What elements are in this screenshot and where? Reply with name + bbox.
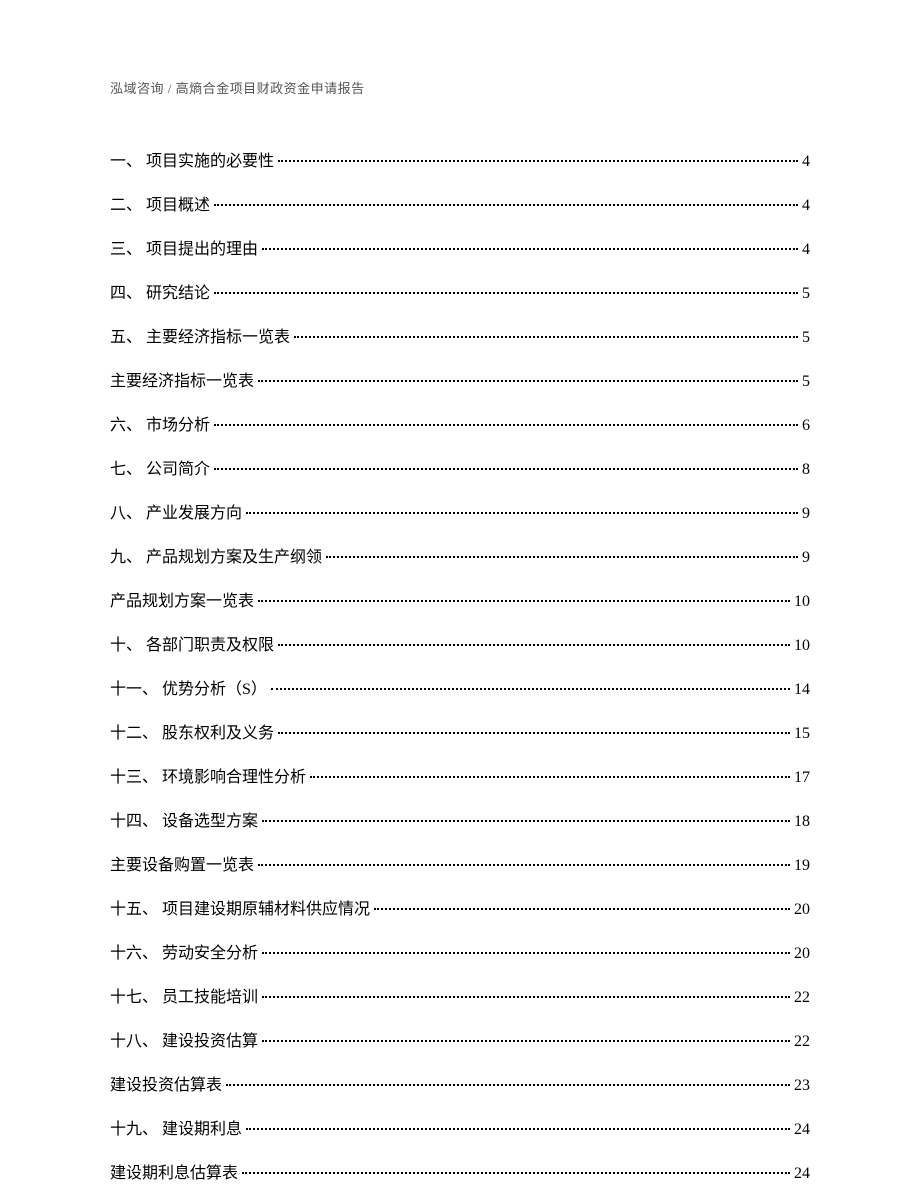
- toc-item-title: 建设投资估算表: [110, 1071, 222, 1095]
- toc-dots-leader: [214, 424, 798, 426]
- toc-dots-leader: [326, 556, 798, 558]
- toc-item-title: 三、 项目提出的理由: [110, 235, 258, 259]
- toc-item-title: 六、 市场分析: [110, 411, 210, 435]
- toc-item-title: 主要设备购置一览表: [110, 851, 254, 875]
- toc-item-title: 八、 产业发展方向: [110, 499, 242, 523]
- toc-item-title: 十九、 建设期利息: [110, 1115, 242, 1139]
- toc-item-page: 10: [794, 637, 810, 655]
- toc-item: 十一、 优势分析（S） 14: [110, 675, 810, 699]
- toc-item-page: 8: [802, 461, 810, 479]
- toc-item-title: 二、 项目概述: [110, 191, 210, 215]
- toc-item: 二、 项目概述 4: [110, 191, 810, 215]
- toc-item-title: 产品规划方案一览表: [110, 587, 254, 611]
- table-of-contents: 一、 项目实施的必要性4二、 项目概述4三、 项目提出的理由4四、 研究结论5五…: [110, 147, 810, 1183]
- toc-item-page: 6: [802, 417, 810, 435]
- toc-item-title: 主要经济指标一览表: [110, 367, 254, 391]
- toc-item: 建设期利息估算表 24: [110, 1159, 810, 1183]
- toc-dots-leader: [226, 1084, 790, 1086]
- toc-item-page: 24: [794, 1165, 810, 1183]
- toc-item-title: 十二、 股东权利及义务: [110, 719, 274, 743]
- toc-item-page: 10: [794, 593, 810, 611]
- toc-item-title: 十一、 优势分析（S）: [110, 675, 267, 699]
- toc-item: 六、 市场分析 6: [110, 411, 810, 435]
- toc-item-page: 14: [794, 681, 810, 699]
- toc-item-title: 建设期利息估算表: [110, 1159, 238, 1183]
- toc-item: 十二、 股东权利及义务 15: [110, 719, 810, 743]
- toc-dots-leader: [214, 204, 798, 206]
- toc-item-title: 十七、 员工技能培训: [110, 983, 258, 1007]
- toc-item-page: 24: [794, 1121, 810, 1139]
- toc-item: 十五、 项目建设期原辅材料供应情况 20: [110, 895, 810, 919]
- toc-dots-leader: [262, 1040, 790, 1042]
- toc-item-page: 18: [794, 813, 810, 831]
- toc-dots-leader: [271, 688, 790, 690]
- toc-dots-leader: [262, 952, 790, 954]
- toc-item-page: 5: [802, 373, 810, 391]
- toc-dots-leader: [278, 732, 790, 734]
- toc-item-page: 5: [802, 329, 810, 347]
- toc-item: 八、 产业发展方向 9: [110, 499, 810, 523]
- toc-item-page: 17: [794, 769, 810, 787]
- toc-item: 五、 主要经济指标一览表 5: [110, 323, 810, 347]
- toc-item: 十四、 设备选型方案 18: [110, 807, 810, 831]
- toc-item: 十八、 建设投资估算 22: [110, 1027, 810, 1051]
- toc-item: 一、 项目实施的必要性 4: [110, 147, 810, 171]
- toc-item-title: 十四、 设备选型方案: [110, 807, 258, 831]
- toc-item-title: 十五、 项目建设期原辅材料供应情况: [110, 895, 370, 919]
- toc-item-title: 七、 公司简介: [110, 455, 210, 479]
- toc-dots-leader: [214, 292, 798, 294]
- toc-dots-leader: [374, 908, 790, 910]
- toc-dots-leader: [214, 468, 798, 470]
- toc-item-title: 九、 产品规划方案及生产纲领: [110, 543, 322, 567]
- toc-item-title: 十八、 建设投资估算: [110, 1027, 258, 1051]
- toc-dots-leader: [258, 600, 790, 602]
- toc-item: 七、 公司简介 8: [110, 455, 810, 479]
- toc-dots-leader: [258, 380, 798, 382]
- toc-item-title: 十、 各部门职责及权限: [110, 631, 274, 655]
- page-header: 泓域咨询 / 高熵合金项目财政资金申请报告: [110, 78, 810, 97]
- toc-item: 主要设备购置一览表 19: [110, 851, 810, 875]
- toc-item-page: 20: [794, 901, 810, 919]
- toc-dots-leader: [246, 1128, 790, 1130]
- toc-item: 三、 项目提出的理由 4: [110, 235, 810, 259]
- toc-item-page: 4: [802, 241, 810, 259]
- toc-item-title: 四、 研究结论: [110, 279, 210, 303]
- toc-item: 十六、 劳动安全分析 20: [110, 939, 810, 963]
- toc-item: 十七、 员工技能培训 22: [110, 983, 810, 1007]
- toc-dots-leader: [262, 820, 790, 822]
- toc-dots-leader: [262, 996, 790, 998]
- document-page: 泓域咨询 / 高熵合金项目财政资金申请报告 一、 项目实施的必要性4二、 项目概…: [0, 0, 920, 1183]
- toc-item-page: 15: [794, 725, 810, 743]
- toc-dots-leader: [258, 864, 790, 866]
- toc-item-title: 五、 主要经济指标一览表: [110, 323, 290, 347]
- toc-dots-leader: [278, 644, 790, 646]
- toc-item-title: 十六、 劳动安全分析: [110, 939, 258, 963]
- toc-item: 十九、 建设期利息 24: [110, 1115, 810, 1139]
- toc-item-page: 23: [794, 1077, 810, 1095]
- toc-dots-leader: [246, 512, 798, 514]
- toc-item: 十三、 环境影响合理性分析 17: [110, 763, 810, 787]
- toc-item-page: 9: [802, 549, 810, 567]
- toc-item: 产品规划方案一览表 10: [110, 587, 810, 611]
- toc-dots-leader: [242, 1172, 790, 1174]
- toc-item-page: 4: [802, 197, 810, 215]
- toc-item-page: 20: [794, 945, 810, 963]
- toc-item: 九、 产品规划方案及生产纲领 9: [110, 543, 810, 567]
- toc-dots-leader: [262, 248, 798, 250]
- toc-dots-leader: [294, 336, 798, 338]
- toc-dots-leader: [278, 160, 798, 162]
- toc-item: 四、 研究结论 5: [110, 279, 810, 303]
- toc-item: 十、 各部门职责及权限 10: [110, 631, 810, 655]
- toc-item-page: 4: [802, 153, 810, 171]
- toc-item-page: 5: [802, 285, 810, 303]
- toc-item: 主要经济指标一览表 5: [110, 367, 810, 391]
- toc-item-page: 9: [802, 505, 810, 523]
- toc-item-page: 19: [794, 857, 810, 875]
- toc-item-title: 十三、 环境影响合理性分析: [110, 763, 306, 787]
- toc-item-page: 22: [794, 1033, 810, 1051]
- toc-item-page: 22: [794, 989, 810, 1007]
- toc-item-title: 一、 项目实施的必要性: [110, 147, 274, 171]
- toc-item: 建设投资估算表 23: [110, 1071, 810, 1095]
- toc-dots-leader: [310, 776, 790, 778]
